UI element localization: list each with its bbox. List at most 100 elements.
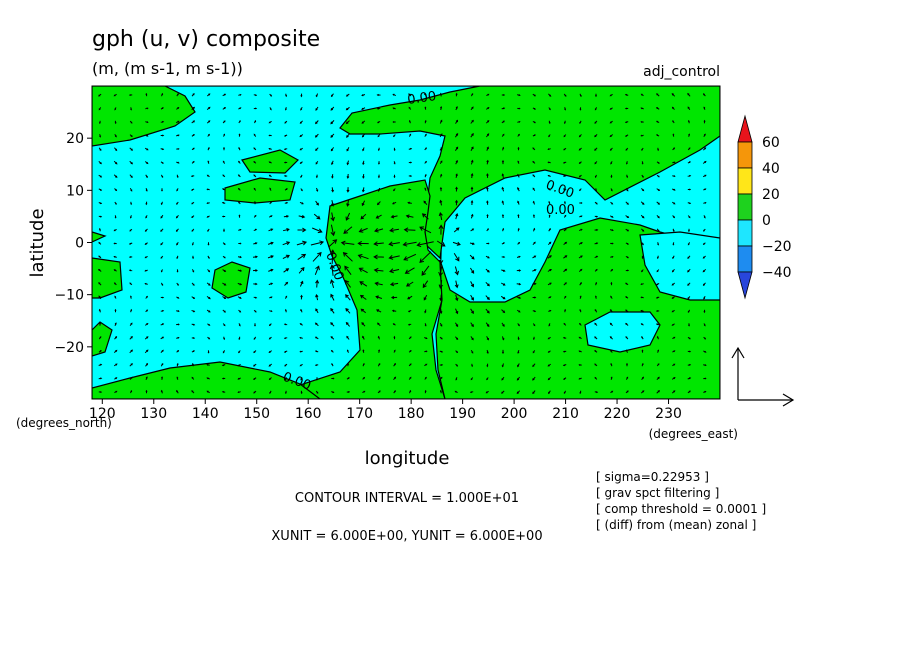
wind-arrow	[238, 133, 241, 137]
colorbar-band	[737, 271, 753, 300]
wind-arrow	[485, 390, 489, 394]
wind-arrow	[161, 92, 164, 97]
wind-arrow	[222, 350, 226, 354]
wind-arrow	[191, 188, 195, 191]
wind-arrow	[517, 94, 521, 97]
wind-arrow	[595, 281, 598, 286]
y-tick-label: −10	[54, 288, 84, 304]
wind-arrow	[221, 390, 226, 393]
wind-arrow	[300, 174, 303, 178]
wind-arrow	[330, 336, 335, 340]
wind-arrow	[657, 147, 660, 152]
wind-arrow	[609, 309, 613, 313]
wind-arrow	[455, 212, 459, 220]
wind-arrow	[407, 309, 412, 313]
wind-arrow	[238, 120, 241, 124]
wind-arrow	[408, 376, 412, 380]
wind-arrow	[253, 323, 257, 327]
wind-arrow	[237, 377, 241, 380]
wind-arrow	[671, 390, 676, 394]
wind-arrow	[346, 377, 350, 380]
wind-arrow	[393, 161, 396, 165]
wind-arrow	[144, 336, 149, 340]
wind-arrow	[419, 226, 432, 234]
wind-arrow	[703, 106, 706, 110]
wind-arrow	[377, 322, 381, 327]
wind-arrow	[424, 92, 427, 97]
wind-arrow	[268, 228, 274, 232]
wind-arrow	[578, 350, 582, 353]
wind-arrow	[640, 214, 645, 219]
wind-arrow	[362, 160, 365, 166]
wind-arrow	[609, 215, 614, 218]
wind-arrow	[517, 120, 521, 123]
wind-arrow	[330, 349, 334, 353]
contour-region-center-west	[278, 179, 446, 399]
wind-arrow	[594, 255, 599, 259]
wind-arrow	[516, 309, 521, 313]
wind-arrow	[315, 147, 319, 151]
wind-arrow	[176, 201, 179, 205]
wind-arrow	[145, 389, 148, 394]
wind-arrow	[687, 92, 691, 97]
wind-arrow	[594, 308, 598, 313]
wind-arrow	[221, 377, 226, 380]
wind-arrow	[517, 349, 520, 354]
wind-arrow	[454, 390, 458, 394]
wind-arrow	[160, 349, 164, 353]
wind-arrow	[222, 242, 226, 246]
wind-arrow	[454, 132, 459, 138]
wind-arrow	[439, 363, 444, 366]
wind-arrow	[416, 241, 434, 248]
wind-arrow	[252, 255, 258, 259]
wind-arrow	[191, 296, 196, 299]
wind-arrow	[625, 134, 629, 137]
wind-arrow	[454, 199, 459, 206]
wind-arrow	[268, 134, 272, 137]
wind-arrow	[470, 377, 474, 381]
wind-arrow	[470, 336, 474, 341]
wind-arrow	[424, 173, 427, 178]
wind-arrow	[98, 188, 103, 191]
wind-arrow	[688, 133, 691, 137]
wind-arrow	[625, 147, 629, 151]
x-tick-label: 180	[398, 406, 425, 422]
wind-arrow	[392, 120, 396, 124]
wind-arrow	[176, 296, 180, 299]
wind-arrow	[655, 323, 660, 326]
wind-arrow	[129, 134, 133, 138]
wind-arrow	[331, 363, 334, 367]
wind-arrow	[282, 228, 290, 232]
wind-arrow	[98, 308, 101, 313]
wind-arrow	[128, 242, 133, 245]
wind-arrow	[486, 377, 489, 381]
wind-arrow	[656, 390, 660, 394]
wind-arrow	[129, 322, 133, 326]
wind-arrow	[532, 134, 536, 137]
run-label: adj_control	[643, 64, 720, 80]
wind-arrow	[114, 322, 117, 326]
wind-arrow	[578, 255, 583, 259]
wind-arrow	[362, 376, 366, 380]
wind-arrow	[517, 160, 520, 164]
wind-arrow	[563, 390, 567, 394]
wind-arrow	[345, 307, 351, 314]
wind-arrow	[238, 336, 241, 341]
wind-arrow	[191, 309, 196, 313]
wind-arrow	[610, 349, 613, 353]
wind-arrow	[501, 200, 505, 205]
wind-arrow	[207, 269, 211, 273]
wind-arrow	[455, 308, 459, 315]
wind-arrow	[299, 120, 303, 124]
wind-arrow	[439, 350, 444, 353]
wind-arrow	[532, 241, 536, 246]
wind-arrow	[340, 240, 355, 246]
wind-arrow	[206, 202, 210, 205]
wind-arrow	[547, 350, 551, 353]
wind-arrow	[656, 269, 660, 273]
wind-arrow	[532, 310, 537, 313]
wind-arrow	[470, 159, 474, 165]
contour-labels: 0.00 0.00 0.00 0.00 0.00	[281, 89, 576, 394]
wind-arrow	[703, 147, 707, 151]
wind-arrow	[191, 350, 195, 353]
